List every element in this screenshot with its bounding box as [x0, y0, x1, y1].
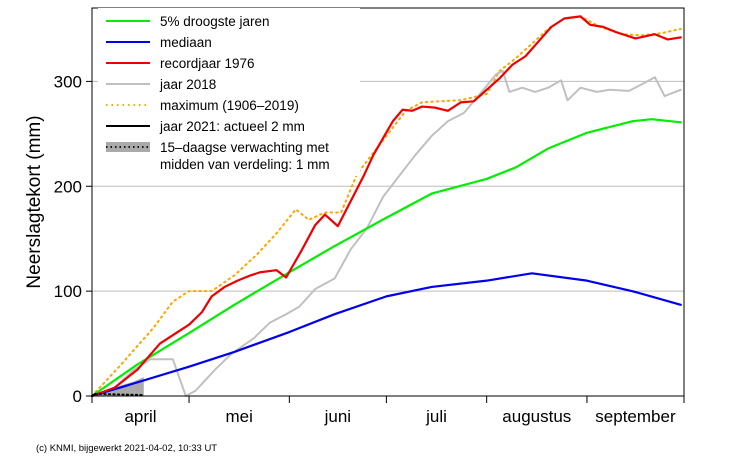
legend-label: mediaan — [160, 35, 212, 50]
series-line-1 — [90, 272, 682, 398]
x-tick-label: juni — [324, 407, 351, 426]
series-line-2 — [90, 15, 682, 398]
legend-label: jaar 2021: actueel 2 mm — [159, 119, 305, 134]
legend-swatch-band — [106, 142, 150, 152]
x-tick-label: augustus — [502, 407, 571, 426]
legend-label: 15–daagse verwachting met midden van verd… — [160, 140, 330, 172]
series-line-3 — [91, 69, 682, 397]
series-line-6 — [94, 393, 145, 396]
legend: 5% droogste jaren mediaan recordjaar 1976 j… — [98, 8, 360, 176]
legend-label: 5% droogste jaren — [160, 14, 270, 29]
footer-credit: (c) KNMI, bijgewerkt 2021-04-02, 10:33 U… — [36, 443, 217, 454]
y-tick-label: 0 — [73, 387, 82, 406]
x-tick-label: mei — [225, 407, 252, 426]
axis-ticks: 0 100 200 300 april mei juni juli augustus septem… — [54, 72, 685, 426]
series-layer — [90, 15, 682, 398]
y-tick-label: 300 — [54, 72, 82, 91]
y-tick-label: 100 — [54, 282, 82, 301]
series-line-0 — [90, 118, 682, 398]
series-line-4 — [91, 15, 682, 397]
plot-border — [91, 7, 685, 397]
x-tick-label: september — [595, 407, 676, 426]
x-tick-label: juli — [425, 407, 447, 426]
legend-label: recordjaar 1976 — [160, 56, 255, 71]
plot-frame — [91, 7, 685, 397]
y-tick-label: 200 — [54, 177, 82, 196]
y-axis-label: Neerslagtekort (mm) — [24, 115, 45, 288]
x-tick-label: april — [124, 407, 156, 426]
legend-label: jaar 2018 — [159, 77, 216, 92]
legend-label: maximum (1906–2019) — [160, 98, 299, 113]
